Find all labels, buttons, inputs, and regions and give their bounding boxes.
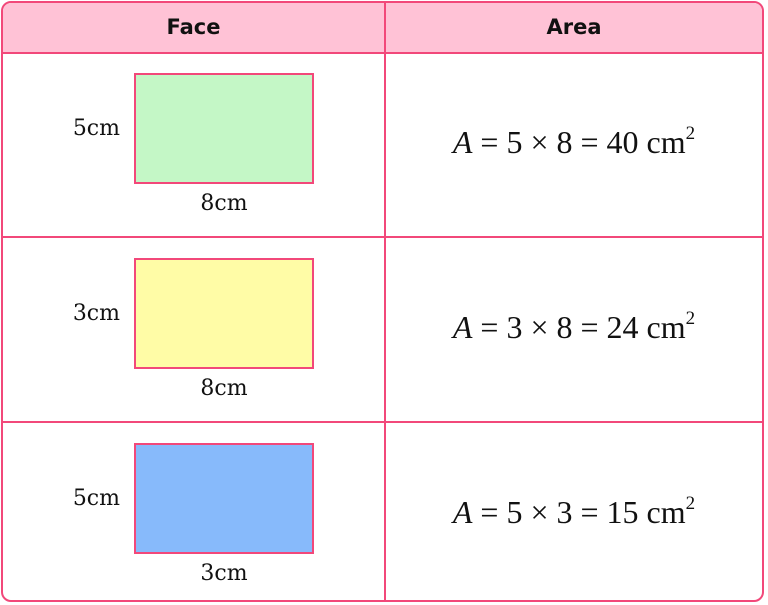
formula-text: = 3 × 8 = 24 cm: [480, 309, 686, 345]
face-rectangle: [134, 258, 314, 369]
table-row: 3cm 8cm A = 3 × 8 = 24 cm2: [3, 238, 762, 423]
width-label: 3cm: [200, 561, 248, 586]
exponent: 2: [685, 493, 696, 514]
height-label: 5cm: [72, 116, 120, 141]
face-rectangle: [134, 443, 314, 554]
exponent: 2: [685, 308, 696, 329]
area-formula: A = 5 × 8 = 40 cm2: [386, 123, 762, 161]
exponent: 2: [685, 123, 696, 144]
formula-text: = 5 × 8 = 40 cm: [480, 124, 686, 160]
formula-text: = 5 × 3 = 15 cm: [480, 494, 686, 530]
header-face: Face: [166, 15, 221, 39]
table-row: 5cm 8cm A = 5 × 8 = 40 cm2: [3, 53, 762, 238]
height-label: 3cm: [72, 301, 120, 326]
area-formula: A = 3 × 8 = 24 cm2: [386, 308, 762, 346]
table-row: 5cm 3cm A = 5 × 3 = 15 cm2: [3, 423, 762, 600]
area-variable: A: [452, 124, 473, 160]
area-variable: A: [452, 494, 473, 530]
width-label: 8cm: [200, 191, 248, 216]
column-divider: [384, 3, 386, 600]
height-label: 5cm: [72, 486, 120, 511]
width-label: 8cm: [200, 376, 248, 401]
area-formula: A = 5 × 3 = 15 cm2: [386, 493, 762, 531]
header-area: Area: [546, 15, 602, 39]
area-variable: A: [452, 309, 473, 345]
face-rectangle: [134, 73, 314, 184]
table-header: Face Area: [3, 3, 762, 54]
